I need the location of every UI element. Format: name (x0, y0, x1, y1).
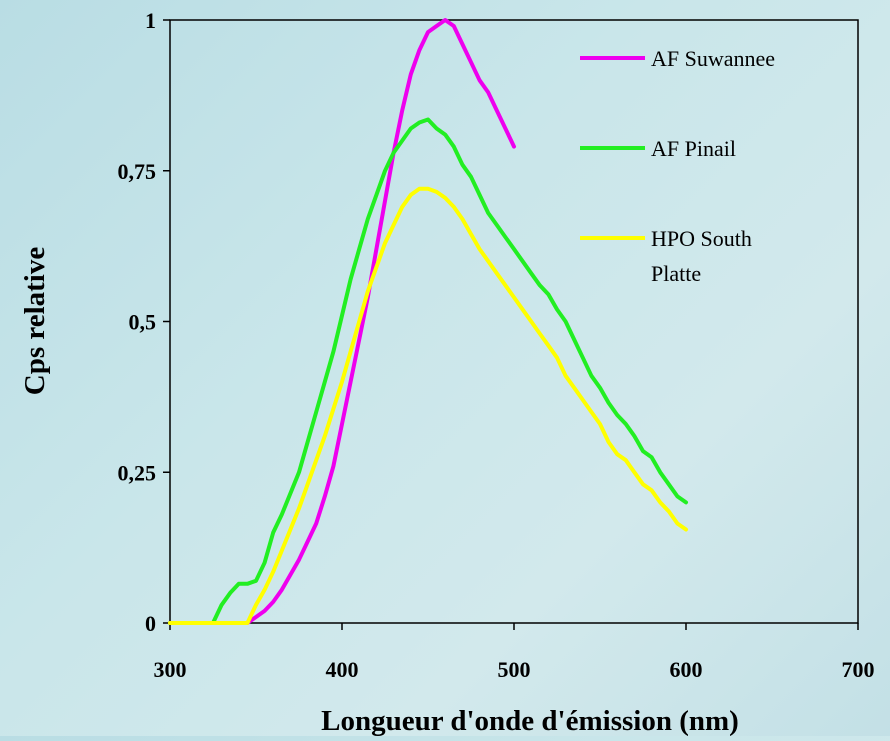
x-tick-label: 600 (670, 657, 703, 682)
y-tick-label: 0 (145, 611, 156, 636)
y-axis-title: Cps relative (19, 247, 51, 396)
x-axis-title: Longueur d'onde d'émission (nm) (321, 705, 739, 736)
series-line-2 (168, 117, 688, 625)
x-tick-label: 400 (326, 657, 359, 682)
x-tick-label: 700 (842, 657, 875, 682)
x-tick-label: 500 (498, 657, 531, 682)
y-tick-label: 1 (145, 8, 156, 33)
x-axis: 300 400 500 600 700 (154, 623, 875, 682)
legend-label: AF Pinail (651, 136, 736, 161)
legend-label: HPO South (651, 226, 752, 251)
series-line-3 (168, 186, 688, 625)
legend: AF Suwannee AF Pinail HPO South Platte (580, 46, 775, 286)
y-tick-label: 0,75 (118, 159, 157, 184)
y-tick-label: 0,5 (129, 310, 157, 335)
x-tick-label: 300 (154, 657, 187, 682)
y-axis: 0 0,25 0,5 0,75 1 (118, 8, 170, 636)
y-tick-label: 0,25 (118, 460, 157, 485)
series-line-1 (168, 18, 516, 625)
series-layer (168, 18, 688, 625)
legend-label: Platte (651, 261, 701, 286)
legend-label: AF Suwannee (651, 46, 775, 71)
